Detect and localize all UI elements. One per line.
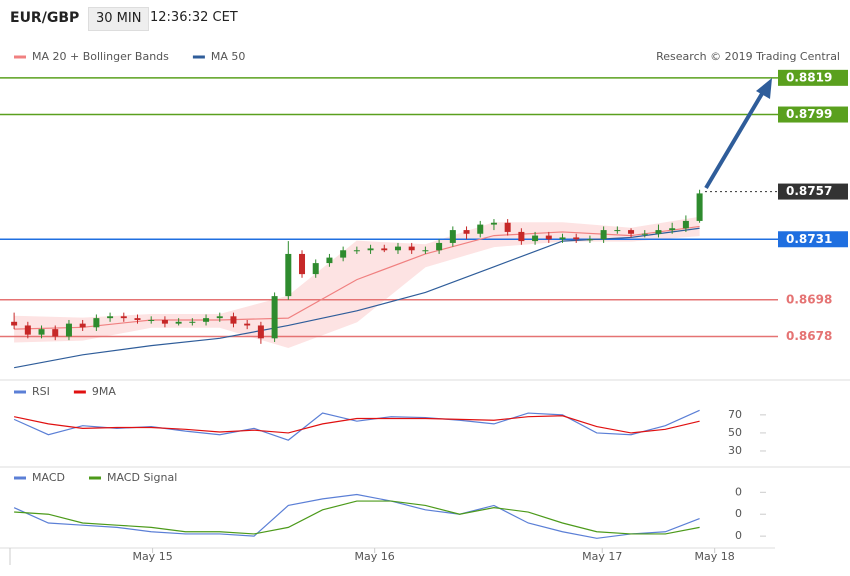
symbol: EUR/GBP <box>10 10 80 26</box>
candle-body <box>299 253 306 275</box>
level-tag <box>778 69 848 86</box>
candle-body <box>408 246 415 251</box>
candle-body <box>381 248 388 251</box>
x-tick-label: May 16 <box>355 550 395 563</box>
candle-body <box>477 224 484 234</box>
level-label: 0.8731 <box>786 232 832 246</box>
candle-body <box>655 230 662 234</box>
candle-body <box>340 250 347 258</box>
legend-label: 9MA <box>92 385 116 398</box>
candle-body <box>682 220 689 229</box>
candle-body <box>203 318 210 322</box>
candle-body <box>696 193 703 221</box>
series-line <box>14 227 700 369</box>
projection-arrow <box>704 90 765 190</box>
candle-body <box>257 325 264 339</box>
candle-body <box>628 230 635 234</box>
series-line <box>13 409 700 441</box>
level-tag <box>778 231 848 248</box>
candle-body <box>394 246 401 251</box>
legend-label: RSI <box>32 385 50 398</box>
y-tick-label: 30 <box>728 444 742 457</box>
candle-body <box>175 321 182 324</box>
candle-body <box>518 231 525 242</box>
x-tick-label: May 17 <box>582 550 622 563</box>
level-tag <box>778 106 848 123</box>
candle-body <box>422 250 429 252</box>
candle-body <box>312 263 319 275</box>
x-tick-label: May 18 <box>695 550 735 563</box>
candle-body <box>545 235 552 240</box>
candle-body <box>326 257 333 264</box>
y-tick-label: 0 <box>735 507 742 520</box>
y-tick-label: 0 <box>735 485 742 498</box>
candle-body <box>134 318 141 320</box>
clock: 12:36:32 CET <box>150 10 238 25</box>
candle-body <box>79 323 86 328</box>
candle-body <box>367 248 374 251</box>
candle-body <box>120 316 127 319</box>
candle-body <box>38 329 45 335</box>
legend-label: MACD Signal <box>107 471 177 484</box>
series-line <box>13 493 700 539</box>
series-line <box>13 415 700 434</box>
band-edge <box>14 216 700 319</box>
candle-body <box>490 222 497 225</box>
plot-layer: MA 20 + Bollinger Bands MA 50 0.8819 0.8799… <box>0 50 848 563</box>
candle-body <box>353 250 360 252</box>
candle-body <box>24 325 31 335</box>
candle-body <box>11 321 18 326</box>
series-line <box>14 500 700 535</box>
candle-body <box>600 230 607 240</box>
candle-body <box>285 253 292 297</box>
candle-body <box>52 329 59 337</box>
interval: 30 MIN <box>88 7 150 31</box>
level-label: 0.8819 <box>786 70 832 84</box>
candle-body <box>216 316 223 319</box>
y-tick-label: 70 <box>728 408 742 421</box>
band-edge <box>14 235 700 349</box>
copyright: Research © 2019 Trading Central <box>656 50 840 63</box>
candle-body <box>93 318 100 328</box>
arrow-head <box>756 78 772 99</box>
candle-body <box>559 237 566 240</box>
candle-body <box>586 239 593 241</box>
candle-body <box>107 316 114 319</box>
candle-body <box>161 319 168 324</box>
candle-body <box>449 230 456 243</box>
candle-body <box>463 230 470 234</box>
candle-body <box>614 230 621 232</box>
candle-body <box>271 296 278 339</box>
y-tick-label: 50 <box>728 426 742 439</box>
legend-label: MACD <box>32 471 65 484</box>
series-line <box>14 225 700 330</box>
candle-body <box>573 237 580 240</box>
candle-body <box>65 323 72 337</box>
candle-body <box>504 222 511 232</box>
candle-body <box>148 319 155 321</box>
candle-body <box>436 242 443 251</box>
y-tick-label: 0 <box>735 529 742 542</box>
candle-body <box>641 233 648 235</box>
candle-body <box>230 316 237 324</box>
level-label: 0.8698 <box>786 292 832 306</box>
level-label: 0.8757 <box>786 184 832 198</box>
x-tick-label: May 15 <box>132 550 172 563</box>
bollinger-band <box>14 217 700 348</box>
level-label: 0.8799 <box>786 107 832 121</box>
candle-body <box>189 321 196 323</box>
candle-body <box>244 323 251 326</box>
level-label: 0.8678 <box>786 329 832 343</box>
legend-label: MA 50 <box>211 50 246 63</box>
legend-label: MA 20 + Bollinger Bands <box>32 50 169 63</box>
candle-body <box>669 228 676 231</box>
candle-body <box>532 235 539 242</box>
level-tag <box>778 183 848 200</box>
